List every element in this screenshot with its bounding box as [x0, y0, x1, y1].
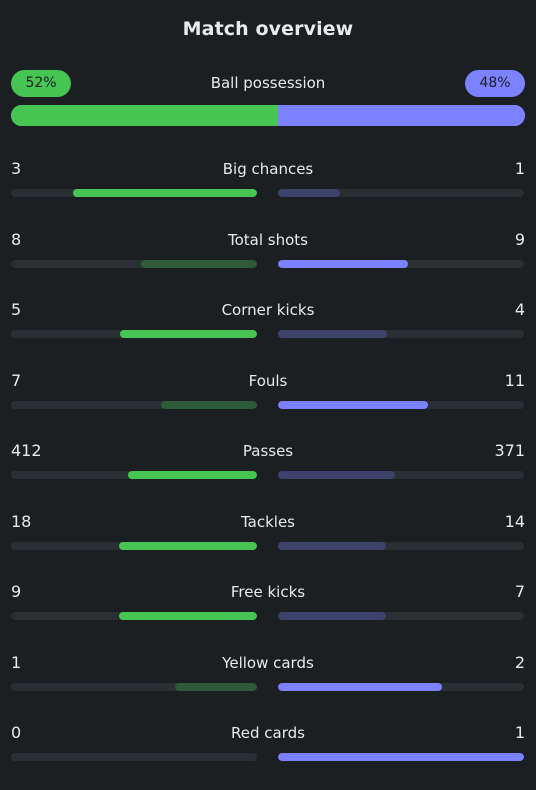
home-possession-fill: [11, 105, 279, 126]
away-value: 1: [514, 159, 525, 178]
home-value: 9: [11, 582, 22, 601]
stat-row: 0 Red cards 1: [11, 719, 525, 790]
home-bar-fill: [118, 612, 257, 620]
home-value: 8: [11, 229, 22, 249]
away-bar-track: [278, 682, 524, 691]
away-bar-track: [278, 612, 524, 620]
away-possession-badge: 48%: [465, 70, 525, 97]
home-bar-track: [11, 189, 257, 197]
stats-list: 3 Big chances 1 8 Total shots 9 5 Corner…: [11, 155, 525, 790]
home-bar-fill: [141, 259, 257, 268]
stat-label: Fouls: [248, 371, 288, 390]
home-bar-track: [11, 259, 257, 268]
home-value: 0: [11, 723, 22, 742]
away-value: 7: [514, 582, 525, 601]
stat-label: Tackles: [240, 512, 296, 531]
home-bar-track: [11, 330, 257, 338]
home-bar-track: [11, 753, 257, 761]
home-value: 18: [11, 511, 32, 531]
away-bar-fill: [278, 400, 429, 409]
away-value: 2: [514, 652, 525, 672]
home-bar-track: [11, 541, 257, 550]
home-bar-fill: [175, 682, 257, 691]
ball-possession-label: Ball possession: [210, 74, 326, 92]
stat-row: 3 Big chances 1: [11, 155, 525, 226]
stat-label: Big chances: [222, 160, 314, 178]
stat-label: Free kicks: [230, 583, 306, 601]
stat-row: 412 Passes 371: [11, 437, 525, 508]
stat-label: Passes: [242, 442, 294, 460]
home-bar-track: [11, 682, 257, 691]
away-bar-fill: [278, 259, 409, 268]
away-bar-fill: [278, 612, 386, 620]
home-bar-fill: [127, 471, 257, 479]
away-bar-fill: [278, 189, 340, 197]
stat-label: Yellow cards: [222, 653, 314, 672]
home-bar-track: [11, 471, 257, 479]
home-bar-fill: [118, 541, 257, 550]
away-value: 4: [514, 300, 525, 319]
page-title: Match overview: [182, 18, 354, 40]
stat-label: Corner kicks: [221, 301, 315, 319]
away-bar-track: [278, 471, 524, 479]
away-possession-fill: [278, 105, 525, 126]
possession-bar: [11, 105, 525, 126]
home-value: 5: [11, 300, 22, 319]
away-bar-track: [278, 189, 524, 197]
away-bar-track: [278, 753, 524, 761]
stat-row: 18 Tackles 14: [11, 508, 525, 579]
home-bar-track: [11, 612, 257, 620]
home-bar-fill: [72, 189, 257, 197]
away-bar-track: [278, 400, 524, 409]
home-value: 412: [11, 441, 42, 460]
away-bar-fill: [278, 753, 524, 761]
away-bar-track: [278, 541, 524, 550]
away-value: 9: [514, 229, 525, 249]
away-bar-track: [278, 259, 524, 268]
away-bar-fill: [278, 471, 395, 479]
away-bar-fill: [278, 682, 442, 691]
home-bar-fill: [161, 400, 257, 409]
away-value: 14: [504, 511, 525, 531]
away-bar-track: [278, 330, 524, 338]
stat-row: 9 Free kicks 7: [11, 578, 525, 649]
stat-row: 8 Total shots 9: [11, 226, 525, 297]
stat-row: 7 Fouls 11: [11, 367, 525, 438]
away-value: 11: [504, 370, 525, 390]
stat-row: 5 Corner kicks 4: [11, 296, 525, 367]
home-possession-badge: 52%: [11, 70, 71, 97]
away-bar-fill: [278, 330, 388, 338]
home-value: 7: [11, 370, 22, 390]
home-value: 1: [11, 652, 22, 672]
away-value: 1: [514, 723, 525, 742]
ball-possession-row: 52% Ball possession 48%: [11, 70, 525, 126]
home-value: 3: [11, 159, 22, 178]
away-value: 371: [494, 441, 525, 460]
stat-label: Red cards: [231, 724, 305, 742]
home-bar-fill: [120, 330, 257, 338]
home-bar-track: [11, 400, 257, 409]
stat-row: 1 Yellow cards 2: [11, 649, 525, 720]
away-bar-fill: [278, 541, 386, 550]
stat-label: Total shots: [228, 230, 308, 249]
